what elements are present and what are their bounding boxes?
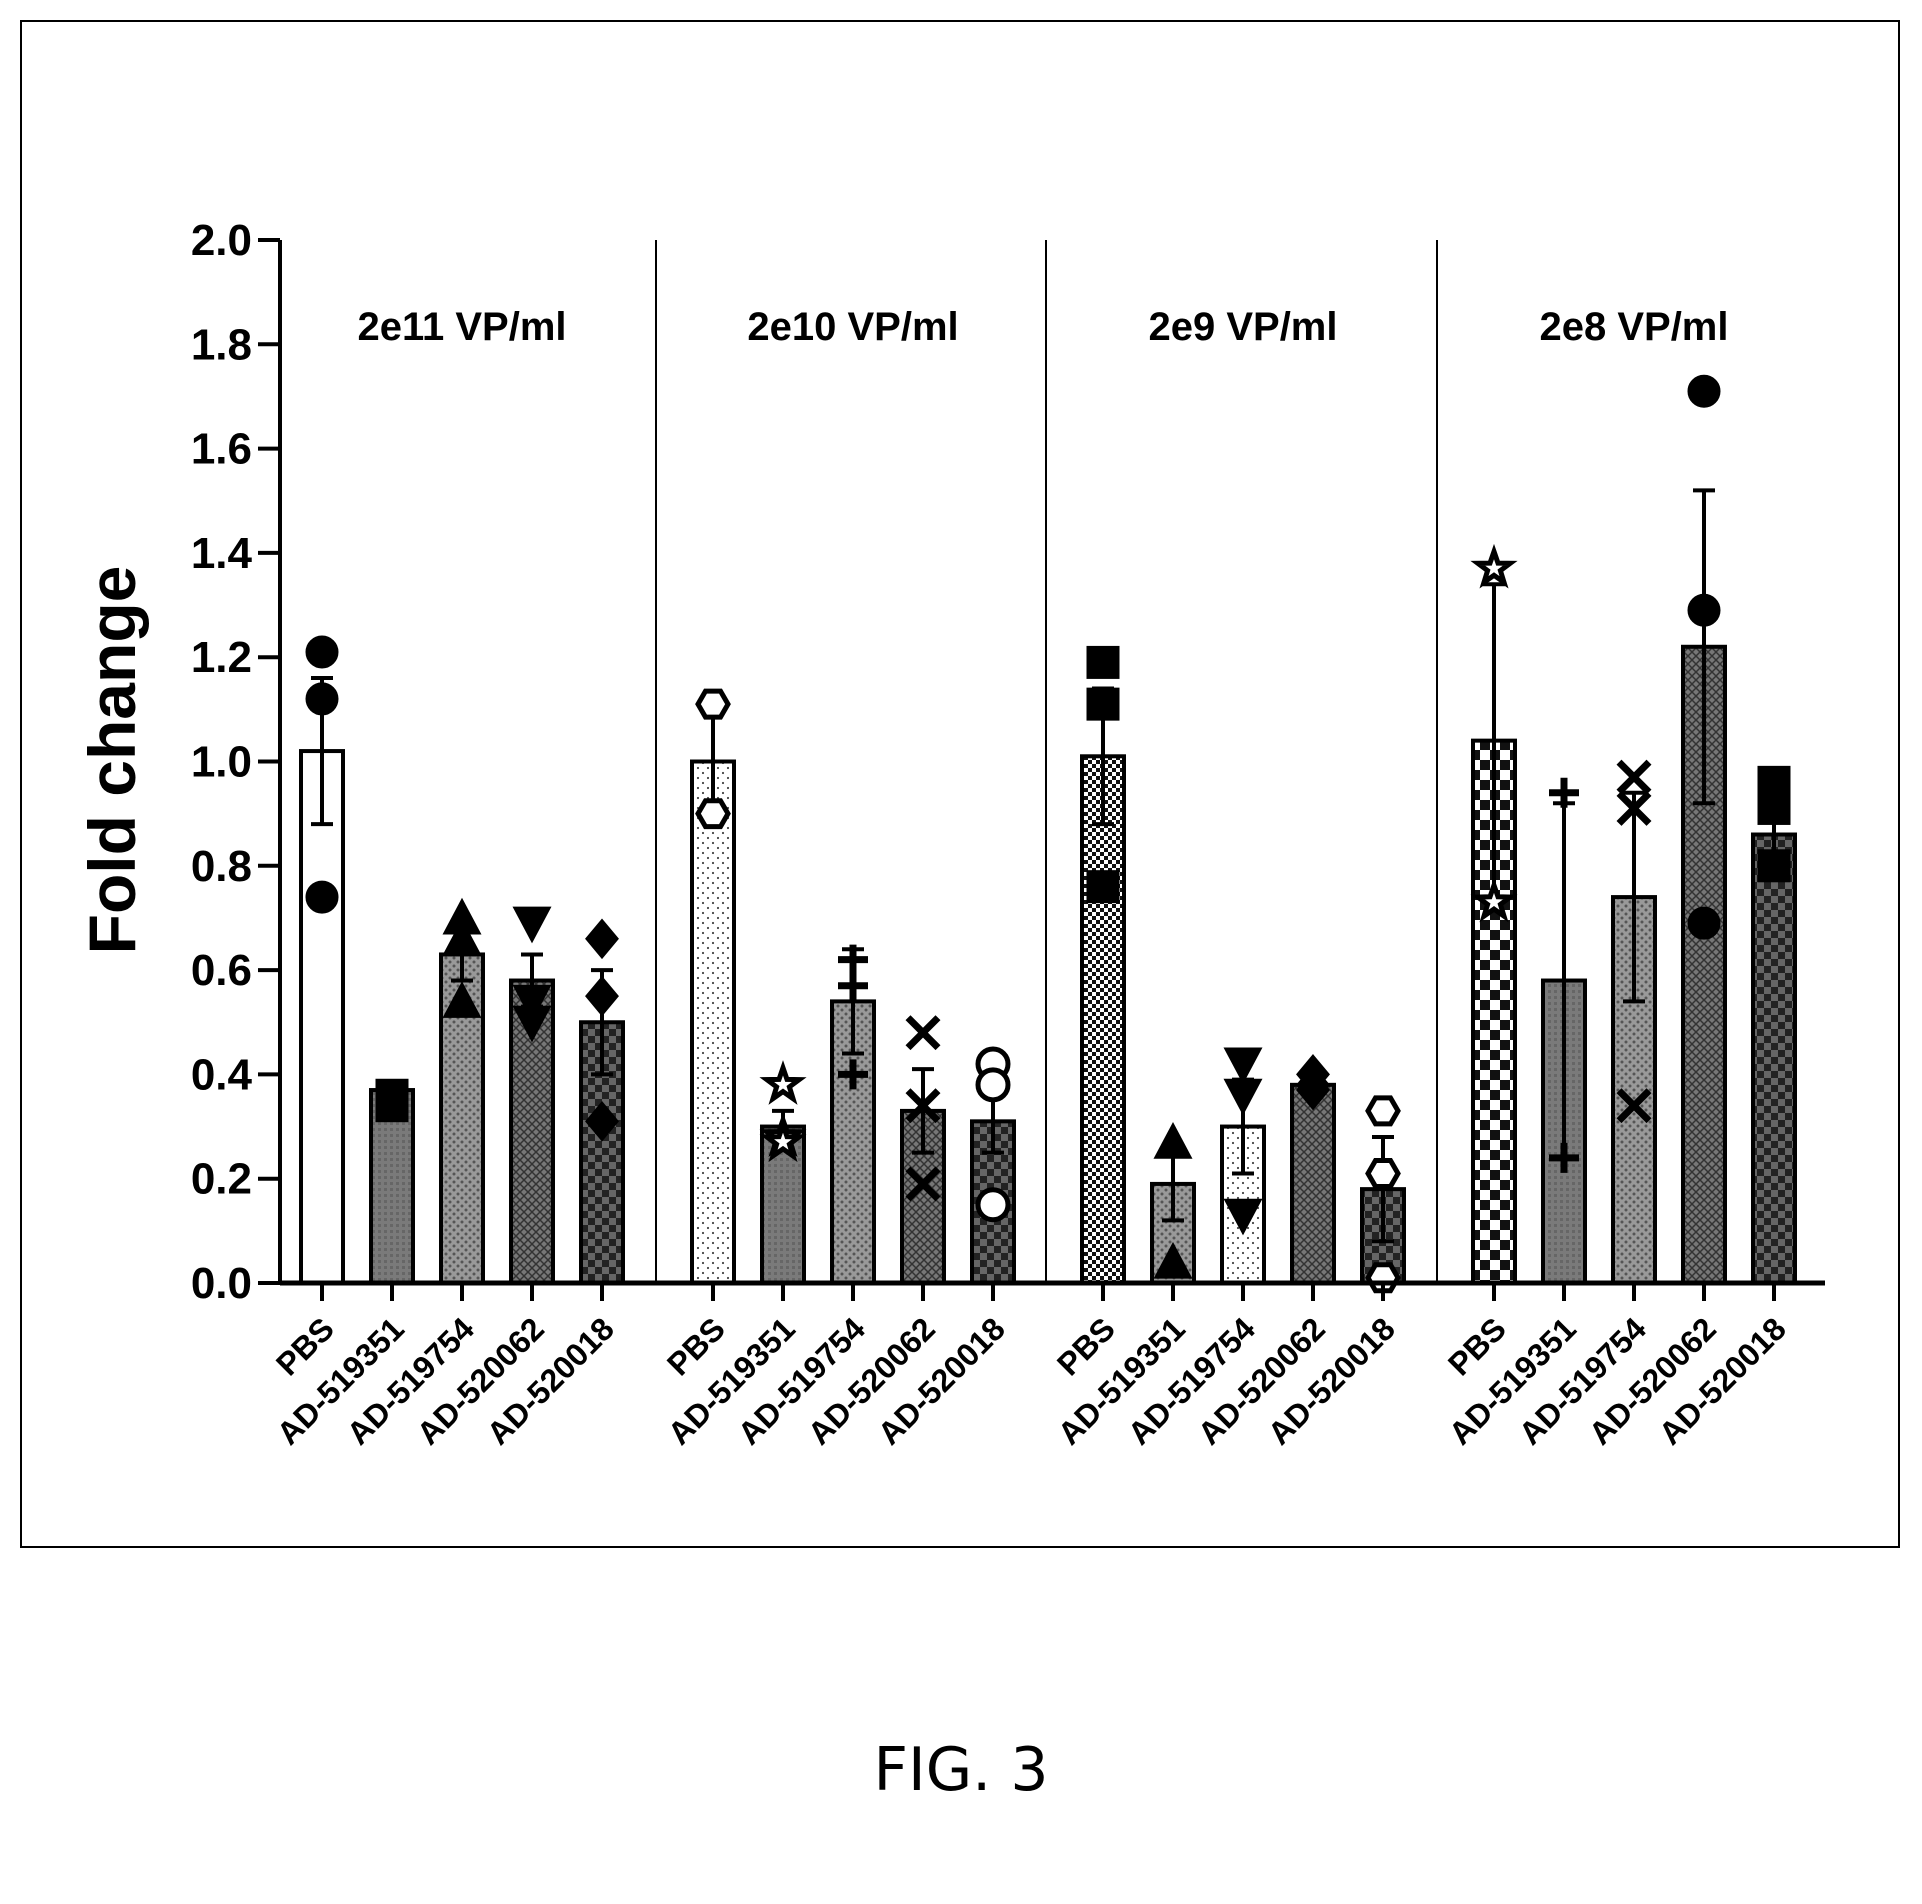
point-marker [1086, 645, 1120, 679]
point-marker [1616, 759, 1652, 795]
point-marker [442, 981, 482, 1018]
point-marker [585, 918, 619, 960]
bar [1290, 1082, 1336, 1285]
point-marker [905, 1088, 941, 1124]
point-marker [1616, 790, 1652, 826]
group-label: 2e11 VP/ml [357, 305, 566, 349]
point-marker [512, 1005, 552, 1043]
point-marker [838, 944, 868, 975]
point-marker [1616, 1088, 1652, 1124]
y-tick-label: 1.6 [191, 425, 252, 474]
bar [1751, 832, 1797, 1285]
point-marker [1223, 1198, 1263, 1236]
group-labels: 2e11 VP/ml 2e10 VP/ml 2e9 VP/ml 2e8 VP/ml [357, 305, 1728, 349]
y-tick-label: 0.2 [191, 1155, 252, 1204]
y-tick-label: 0.0 [191, 1259, 252, 1308]
point-marker [975, 1067, 1011, 1103]
y-tick-label: 1.8 [191, 320, 252, 369]
point-marker [512, 906, 552, 944]
point-marker [1365, 1158, 1401, 1189]
y-tick-label: 1.2 [191, 633, 252, 682]
point-marker [975, 1187, 1011, 1223]
point-marker [1296, 1069, 1330, 1111]
point-marker [905, 1015, 941, 1051]
y-tick-label: 0.8 [191, 842, 252, 891]
bar [1080, 754, 1126, 1285]
point-marker [1086, 870, 1120, 904]
y-axis: 0.0 0.2 0.4 0.6 0.8 1.0 1.2 1.4 1.6 1.8 2.0 [191, 216, 282, 1308]
x-axis [280, 1280, 1825, 1301]
point-marker [1223, 1047, 1263, 1085]
point-marker [585, 1100, 619, 1142]
point-marker [1687, 593, 1721, 627]
figure-caption: FIG. 3 [873, 1735, 1049, 1805]
point-marker [695, 688, 731, 720]
point-marker [838, 970, 868, 1001]
y-tick-label: 1.4 [191, 529, 253, 578]
point-marker [1153, 1121, 1193, 1159]
point-marker [1757, 791, 1791, 825]
point-marker [695, 798, 731, 830]
point-marker [375, 1089, 409, 1123]
point-marker [1223, 1078, 1263, 1116]
point-marker [1757, 849, 1791, 883]
point-marker [838, 1059, 868, 1090]
y-tick-label: 2.0 [191, 216, 252, 265]
point-marker [305, 682, 339, 716]
figure-frame [20, 20, 1900, 1548]
point-marker [905, 1166, 941, 1202]
group-label: 2e10 VP/ml [747, 305, 958, 349]
point-marker [305, 635, 339, 669]
point-marker [759, 1117, 807, 1163]
y-tick-label: 1.0 [191, 738, 252, 787]
point-marker [1687, 374, 1721, 408]
bar-chart: 0.0 0.2 0.4 0.6 0.8 1.0 1.2 1.4 1.6 1.8 2.0 2e11 V… [75, 216, 1825, 1452]
point-marker [305, 880, 339, 914]
group-separators [655, 240, 1438, 1283]
point-marker [1365, 1095, 1401, 1127]
y-tick-label: 0.4 [191, 1050, 253, 1099]
point-marker [1086, 687, 1120, 721]
point-marker [1549, 1142, 1579, 1173]
point-marker [1153, 1241, 1193, 1279]
y-tick-label: 0.6 [191, 946, 252, 995]
point-marker [759, 1060, 807, 1105]
point-marker [1549, 777, 1579, 808]
bar [299, 749, 345, 1285]
point-marker [512, 984, 552, 1022]
bar [690, 759, 736, 1285]
point-marker [1687, 906, 1721, 940]
point-marker [1470, 543, 1518, 589]
bars [299, 644, 1797, 1286]
point-marker [442, 918, 482, 956]
group-label: 2e8 VP/ml [1539, 305, 1728, 349]
point-marker [585, 975, 619, 1017]
point-marker [1470, 877, 1518, 923]
group-label: 2e9 VP/ml [1148, 305, 1337, 349]
y-axis-title: Fold change [75, 566, 149, 955]
